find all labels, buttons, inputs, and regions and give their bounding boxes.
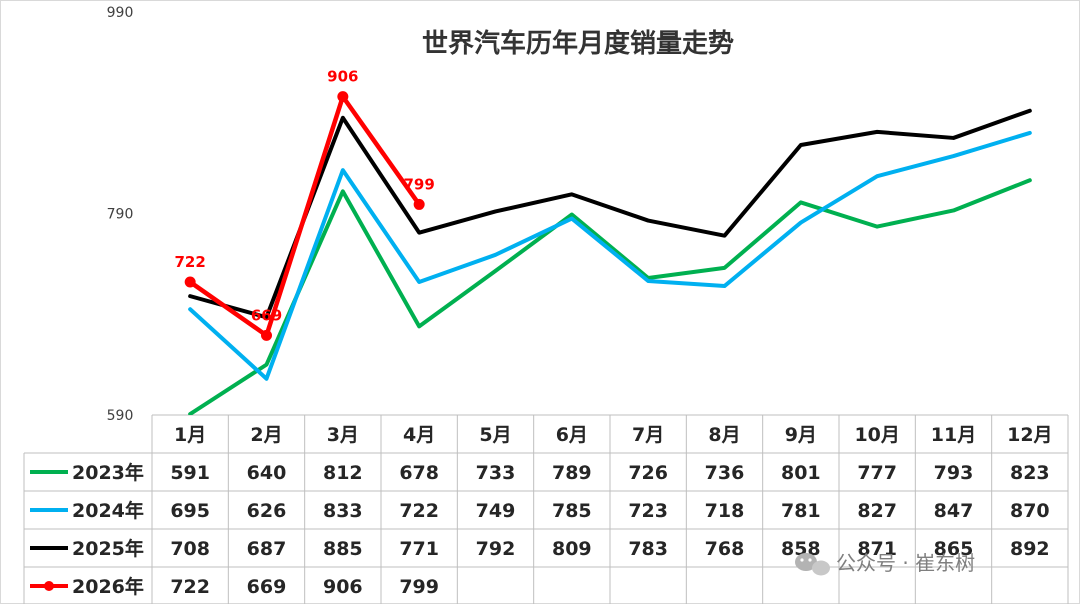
data-point — [337, 91, 349, 103]
series-line — [188, 178, 1032, 415]
table-cell-value: 626 — [247, 500, 287, 522]
table-cell-value: 906 — [323, 576, 363, 598]
table-cell-value: 783 — [628, 538, 668, 560]
table-cell-value: 827 — [857, 500, 897, 522]
data-label: 906 — [327, 68, 358, 86]
data-labels: 722 669 906 799 — [175, 68, 435, 325]
table-cell-value: 708 — [170, 538, 210, 560]
table-cell-value: 771 — [399, 538, 439, 560]
x-category-label: 7月 — [632, 424, 664, 446]
x-category-label: 11月 — [931, 424, 976, 446]
x-category-label: 3月 — [327, 424, 359, 446]
table-cell-value: 736 — [705, 462, 745, 484]
table-cell-value: 793 — [934, 462, 974, 484]
x-category-label: 6月 — [556, 424, 588, 446]
series-line — [188, 108, 1032, 320]
x-category-label: 12月 — [1007, 424, 1052, 446]
table-cell-value: 847 — [934, 500, 974, 522]
table-cell-value: 749 — [476, 500, 516, 522]
plot-area — [184, 91, 1032, 415]
table-cell-value: 812 — [323, 462, 363, 484]
x-category-label: 4月 — [403, 424, 435, 446]
table-cell-value: 777 — [857, 462, 897, 484]
table-cell-value: 768 — [705, 538, 745, 560]
legend-series-name: 2026年 — [72, 575, 144, 598]
table-cell-value: 733 — [476, 462, 516, 484]
table-cell-value: 892 — [1010, 538, 1050, 560]
table-cell-value: 789 — [552, 462, 592, 484]
table-cell-value: 833 — [323, 500, 363, 522]
wechat-icon — [795, 553, 830, 576]
data-table: 1月 2月 3月 4月 5月 6月 7月 8月 9月 10月 11月 12月 2023年 591 640 81… — [23, 414, 1069, 604]
table-cell-value: 591 — [170, 462, 210, 484]
y-tick-label: 790 — [107, 207, 134, 223]
x-category-label: 8月 — [708, 424, 740, 446]
table-cell-value: 640 — [247, 462, 287, 484]
table-cell-value: 871 — [857, 538, 897, 560]
table-cell-value: 726 — [628, 462, 668, 484]
x-category-label: 9月 — [785, 424, 817, 446]
data-point — [413, 198, 425, 210]
x-category-label: 1月 — [174, 424, 206, 446]
table-cell-value: 695 — [170, 500, 210, 522]
y-axis: 590 790 990 — [107, 5, 134, 424]
watermark: 公众号 · 崔东树 — [795, 551, 975, 576]
table-cell-value: 792 — [476, 538, 516, 560]
table-cell-value: 722 — [170, 576, 210, 598]
table-cell-value: 678 — [399, 462, 439, 484]
y-tick-label: 990 — [107, 5, 134, 21]
table-cell-value: 785 — [552, 500, 592, 522]
series-line — [187, 94, 422, 338]
x-category-label: 2月 — [250, 424, 282, 446]
table-cell-value: 865 — [934, 538, 974, 560]
series-lines — [184, 91, 1032, 415]
table-cell-value: 809 — [552, 538, 592, 560]
table-cell-value: 799 — [399, 576, 439, 598]
data-label: 799 — [404, 175, 435, 193]
chart-title: 世界汽车历年月度销量走势 — [422, 28, 734, 59]
table-cell-value: 801 — [781, 462, 821, 484]
table-cell-value: 823 — [1010, 462, 1050, 484]
table-cell-value: 718 — [705, 500, 745, 522]
y-tick-label: 590 — [107, 408, 134, 424]
data-label: 669 — [251, 306, 282, 324]
legend-series-name: 2023年 — [72, 461, 144, 484]
table-cell-value: 687 — [247, 538, 287, 560]
x-category-label: 5月 — [479, 424, 511, 446]
table-cell-value: 722 — [399, 500, 439, 522]
watermark-text: 公众号 · 崔东树 — [836, 551, 975, 575]
legend-series-name: 2024年 — [72, 499, 144, 522]
data-label: 722 — [175, 253, 206, 271]
data-point — [184, 276, 196, 288]
table-cell-value: 781 — [781, 500, 821, 522]
x-category-label: 10月 — [854, 424, 899, 446]
data-point — [261, 329, 272, 341]
series-line — [188, 130, 1032, 381]
legend-marker — [44, 581, 54, 591]
table-cell-value: 723 — [628, 500, 668, 522]
table-cell-value: 870 — [1010, 500, 1050, 522]
table-cell-value: 885 — [323, 538, 363, 560]
table-cell-value: 669 — [247, 576, 287, 598]
legend-series-name: 2025年 — [72, 537, 144, 560]
